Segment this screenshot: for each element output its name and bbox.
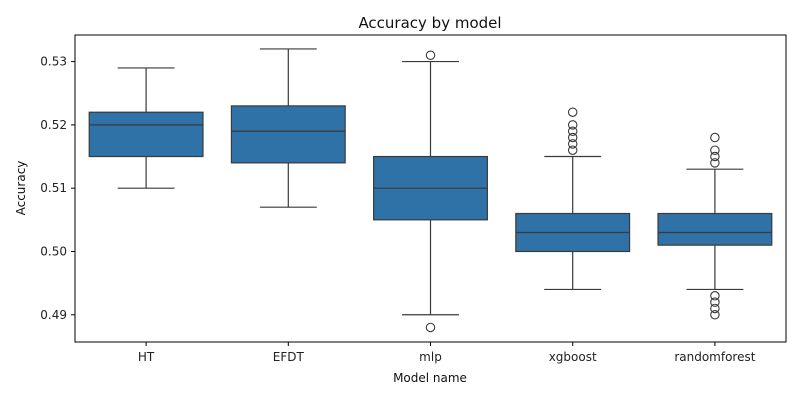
x-tick-label: EFDT <box>273 350 305 364</box>
outlier-point <box>567 132 578 143</box>
x-tick-label: mlp <box>419 350 442 364</box>
y-tick-label: 0.50 <box>40 244 67 258</box>
outlier-point <box>710 291 720 301</box>
outlier-point <box>567 145 578 155</box>
outlier-point <box>710 145 720 155</box>
y-tick-label: 0.52 <box>40 118 67 132</box>
x-tick-label: HT <box>138 350 155 364</box>
outlier-point <box>710 151 720 162</box>
outlier-point <box>425 322 436 333</box>
outlier-point <box>710 303 720 314</box>
outlier-point <box>710 158 720 168</box>
outlier-point <box>567 139 578 149</box>
y-tick-label: 0.53 <box>40 55 67 69</box>
y-tick-label: 0.51 <box>40 181 67 195</box>
outlier-point <box>567 107 578 117</box>
box-EFDT <box>230 105 346 164</box>
outlier-point <box>567 120 578 130</box>
y-axis-title: Accuracy <box>14 161 28 216</box>
box-randomforest <box>657 212 773 246</box>
outlier-point <box>710 310 720 320</box>
outlier-point <box>710 132 720 143</box>
y-tick-label: 0.49 <box>40 308 67 322</box>
plot-area <box>88 48 773 333</box>
outlier-point <box>710 297 720 307</box>
chart-title: Accuracy by model <box>358 14 501 32</box>
x-tick-label: randomforest <box>674 350 755 364</box>
x-tick-label: xgboost <box>549 350 597 364</box>
box-HT <box>88 111 204 158</box>
outlier-point <box>567 126 578 136</box>
outlier-point <box>425 50 436 61</box>
x-axis-title: Model name <box>393 371 467 385</box>
